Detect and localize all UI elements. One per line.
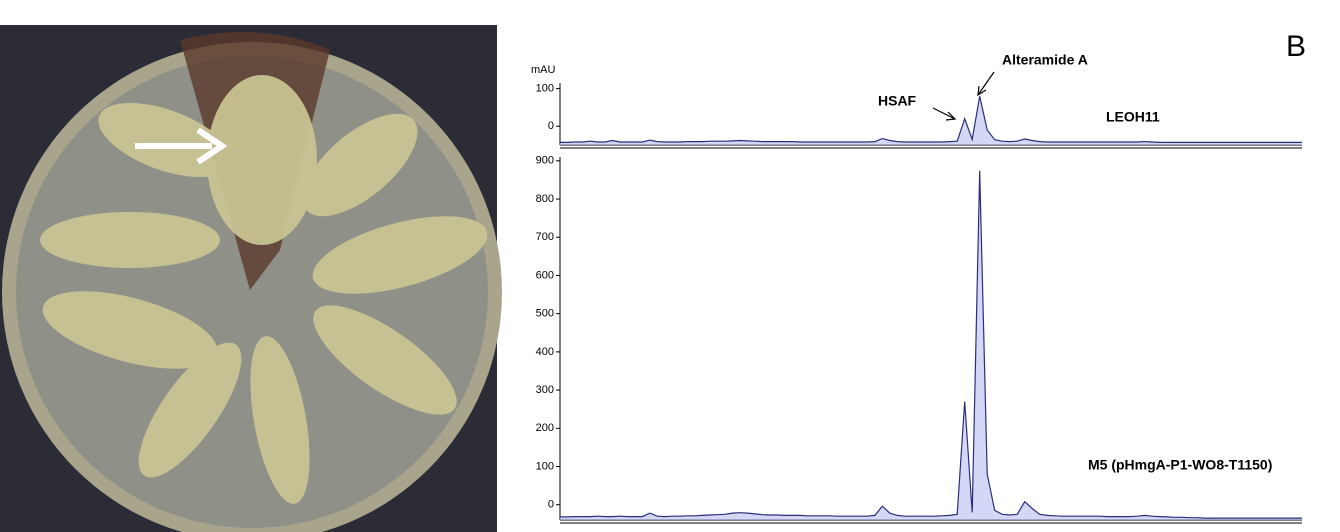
y-tick-label: 300 <box>536 384 554 396</box>
trace <box>560 170 1302 519</box>
panel-label: B <box>1286 30 1306 63</box>
y-tick-label: 800 <box>536 193 554 205</box>
y-tick-label: 600 <box>536 269 554 281</box>
y-tick-label: 900 <box>536 155 554 167</box>
y-tick-label: 700 <box>536 231 554 243</box>
trace-fill <box>560 96 1302 145</box>
annotation: Alteramide A <box>1002 52 1088 68</box>
annotation: HSAF <box>878 93 917 109</box>
y-tick-label: 100 <box>536 83 554 95</box>
annotation-arrow <box>977 71 995 97</box>
y-tick-label: 0 <box>548 499 554 511</box>
trace <box>560 96 1302 143</box>
y-axis-unit: mAU <box>531 64 556 76</box>
annotation-arrow <box>932 107 957 121</box>
y-tick-label: 500 <box>536 308 554 320</box>
series-label: M5 (pHmgA-P1-WO8-T1150) <box>1088 457 1272 473</box>
plate-photo <box>0 25 502 532</box>
y-tick-label: 200 <box>536 422 554 434</box>
series-label: LEOH11 <box>1106 109 1160 125</box>
y-tick-label: 100 <box>536 460 554 472</box>
y-tick-label: 0 <box>548 120 554 132</box>
y-tick-label: 400 <box>536 346 554 358</box>
